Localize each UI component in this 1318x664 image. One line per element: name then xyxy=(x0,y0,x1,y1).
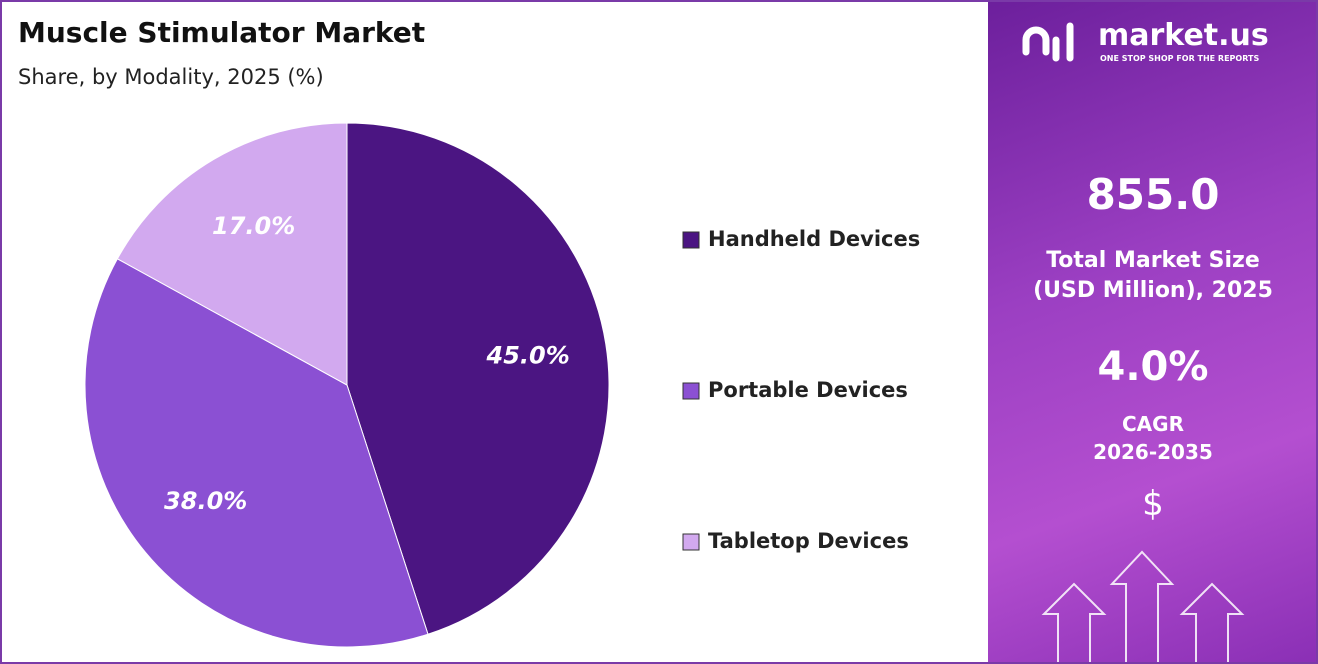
tagline: ONE STOP SHOP FOR THE REPORTS xyxy=(1100,54,1260,63)
legend-label: Handheld Devices xyxy=(708,227,920,251)
cagr-label: 2026-2035 xyxy=(1093,440,1213,464)
data-label: 17.0% xyxy=(212,212,295,240)
legend-label: Portable Devices xyxy=(708,378,908,402)
panel-art xyxy=(1022,22,1245,664)
arrows xyxy=(1041,550,1245,664)
data-label: 45.0% xyxy=(486,341,570,369)
legend-swatch xyxy=(682,231,700,249)
pie-slice xyxy=(84,258,429,648)
cagr: 4.0% xyxy=(1097,344,1209,390)
legend-swatch xyxy=(682,382,700,400)
currency-icon: $ xyxy=(1142,484,1164,524)
pie-slice xyxy=(346,122,610,635)
logo-icon xyxy=(1022,22,1074,62)
legend-swatch xyxy=(682,533,700,551)
pie-slice xyxy=(116,122,348,386)
cagr-label: CAGR xyxy=(1122,412,1184,436)
brand: market.us xyxy=(1098,18,1269,53)
market-size: 855.0 xyxy=(1086,170,1220,219)
market-size-label: (USD Million), 2025 xyxy=(1033,278,1273,303)
data-label: 38.0% xyxy=(164,487,247,515)
chart-subtitle: Share, by Modality, 2025 (%) xyxy=(18,65,324,89)
chart: Muscle Stimulator Market Share, by Modal… xyxy=(18,16,920,648)
market-size-label: Total Market Size xyxy=(1046,248,1260,273)
legend-label: Tabletop Devices xyxy=(708,529,909,553)
chart-title: Muscle Stimulator Market xyxy=(18,16,425,49)
side-panel: market.us ONE STOP SHOP FOR THE REPORTS … xyxy=(988,0,1318,664)
